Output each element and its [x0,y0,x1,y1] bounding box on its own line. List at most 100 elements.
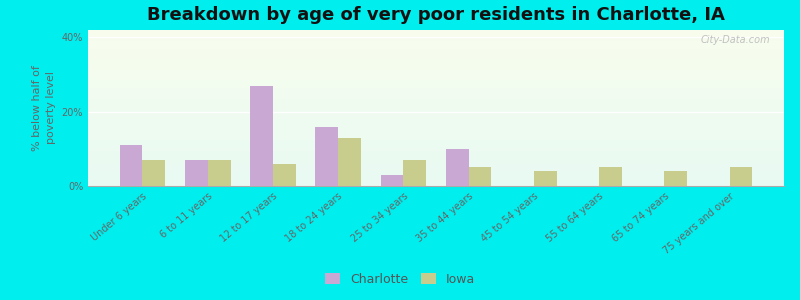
Bar [88,46,784,47]
Legend: Charlotte, Iowa: Charlotte, Iowa [320,268,480,291]
Bar [88,36,784,38]
Bar [88,61,784,63]
Bar [250,86,273,186]
Bar [88,108,784,110]
Bar [88,44,784,46]
Bar [88,88,784,89]
Bar [88,175,784,177]
Bar [88,106,784,108]
Bar [88,91,784,92]
Bar [88,160,784,161]
Bar [88,111,784,113]
Bar [88,32,784,33]
Bar [88,102,784,103]
Bar [88,177,784,178]
Bar [88,53,784,55]
Bar [88,92,784,94]
Bar [88,183,784,184]
Bar [88,83,784,85]
Bar [88,94,784,95]
Text: City-Data.com: City-Data.com [701,35,770,45]
Bar [88,181,784,183]
Bar [88,52,784,53]
Bar [88,55,784,56]
Bar [88,122,784,124]
Bar [338,138,361,186]
Bar [88,152,784,153]
Bar [88,60,784,61]
Bar [88,133,784,134]
Bar [88,117,784,119]
Bar [88,142,784,144]
Bar [88,50,784,52]
Bar [599,167,622,186]
Bar [88,100,784,102]
Bar [88,89,784,91]
Bar [88,69,784,70]
Bar [120,145,142,186]
Bar [88,66,784,68]
Bar [88,86,784,88]
Bar [88,35,784,36]
Bar [88,164,784,166]
Bar [88,170,784,172]
Bar [403,160,426,186]
Bar [88,124,784,125]
Bar [142,160,166,186]
Bar [88,105,784,106]
Bar [88,150,784,152]
Bar [88,74,784,75]
Bar [534,171,557,186]
Bar [88,125,784,127]
Bar [88,128,784,130]
Bar [88,110,784,111]
Bar [88,155,784,156]
Bar [88,85,784,86]
Bar [88,166,784,167]
Bar [88,99,784,100]
Bar [185,160,208,186]
Bar [88,153,784,155]
Bar [88,38,784,39]
Bar [88,172,784,173]
Bar [88,146,784,147]
Bar [88,68,784,69]
Bar [88,180,784,181]
Bar [88,144,784,146]
Bar [88,173,784,175]
Bar [208,160,230,186]
Bar [88,163,784,164]
Bar [88,127,784,128]
Bar [88,114,784,116]
Bar [88,47,784,49]
Bar [315,127,338,186]
Bar [88,49,784,50]
Bar [88,78,784,80]
Bar [88,161,784,163]
Bar [88,70,784,72]
Bar [88,58,784,60]
Bar [88,80,784,82]
Bar [88,138,784,139]
Bar [88,82,784,83]
Bar [88,77,784,78]
Bar [88,141,784,142]
Bar [88,63,784,64]
Bar [88,184,784,186]
Bar [88,158,784,160]
Bar [730,167,752,186]
Y-axis label: % below half of
poverty level: % below half of poverty level [32,65,56,151]
Bar [88,134,784,136]
Bar [88,64,784,66]
Bar [446,149,469,186]
Bar [664,171,687,186]
Bar [88,116,784,117]
Bar [88,178,784,180]
Bar [88,113,784,114]
Bar [88,72,784,74]
Bar [88,156,784,158]
Bar [88,147,784,148]
Bar [88,139,784,141]
Bar [88,97,784,99]
Bar [88,169,784,170]
